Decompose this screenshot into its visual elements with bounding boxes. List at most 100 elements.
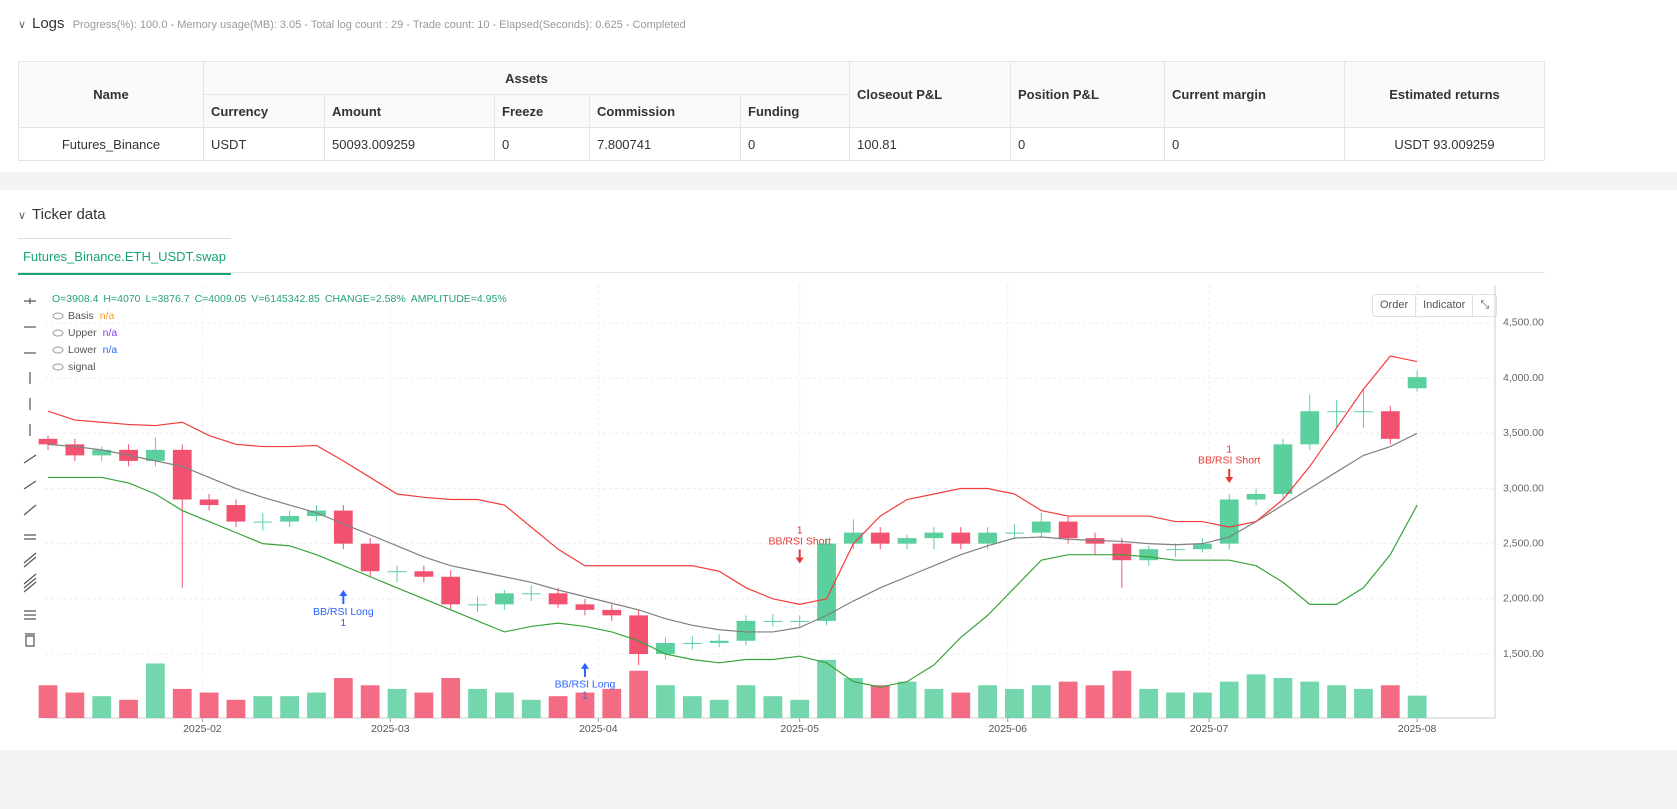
chart: 1,500.00 2,000.00 2,500.00 3,000.00 3,500.00… <box>23 285 1544 735</box>
legend-item[interactable]: Upper n/a <box>52 327 117 339</box>
ohlc-header: O=3908.4 H=4070 L=3876.7 C=4009.05 V=6145342… <box>52 293 507 305</box>
y-tick-label: 4,500.00 <box>1503 317 1544 329</box>
symbol-tab[interactable]: Futures_Binance.ETH_USDT.swap <box>18 238 231 275</box>
signal-label: BB/RSI Long <box>555 679 616 691</box>
x-tick-label: 2025-07 <box>1190 723 1229 735</box>
candle-body <box>1219 499 1239 544</box>
volume-bar <box>629 670 649 718</box>
x-tick-label: 2025-08 <box>1398 723 1437 735</box>
volume-bar <box>575 692 595 718</box>
legend-text: signal <box>68 361 95 373</box>
volume-bar <box>333 678 353 718</box>
signal-count: 1 <box>340 617 346 629</box>
legend-name: signal <box>68 361 95 373</box>
candle-body <box>1273 444 1293 494</box>
volume-bar <box>736 685 756 718</box>
candle-body <box>226 505 246 522</box>
ohlc-item: V=6145342.85 <box>251 293 320 305</box>
volume-bar <box>870 685 890 718</box>
drawing-toolbar[interactable] <box>23 298 37 647</box>
volume-bar <box>253 696 273 718</box>
band-line <box>47 355 1418 605</box>
band-line <box>48 476 1418 688</box>
volume-bar <box>978 685 998 718</box>
volume-bar <box>1085 685 1105 718</box>
col-header: Currency <box>203 94 325 128</box>
fullscreen-button[interactable]: ⤡ <box>1480 299 1490 311</box>
volume-bar <box>1139 688 1159 718</box>
signal-count: 1 <box>1226 444 1232 456</box>
volume-bar <box>307 692 326 718</box>
candle-body <box>629 615 649 654</box>
volume-bar <box>360 685 380 718</box>
legend-item[interactable]: Basis n/a <box>52 310 114 322</box>
volume-bar <box>1166 692 1185 718</box>
volume-bar <box>65 692 85 718</box>
logs-header[interactable]: ∨ Logs Progress(%): 100.0 - Memory usage(… <box>18 15 686 32</box>
ticker-header[interactable]: ∨ Ticker data <box>18 206 106 223</box>
volume-bar <box>817 659 836 718</box>
signal-label: BB/RSI Short <box>768 535 831 547</box>
volume-bar <box>1354 688 1373 718</box>
y-tick-label: 1,500.00 <box>1503 648 1544 660</box>
candle-body <box>575 604 595 610</box>
volume-bar <box>1058 681 1078 718</box>
signal-label: BB/RSI Long <box>313 606 374 618</box>
logs-summary: Progress(%): 100.0 - Memory usage(MB): 3… <box>72 19 686 31</box>
candle-body <box>736 620 756 641</box>
candle-body <box>414 571 434 577</box>
ohlc-item: O=3908.4 <box>52 293 99 305</box>
candle-body <box>360 543 380 572</box>
candle-body <box>1380 411 1400 439</box>
col-header: Name <box>18 61 204 128</box>
volume-bar <box>924 688 944 718</box>
legend-eye <box>52 346 64 354</box>
legend-item[interactable]: Lower n/a <box>52 344 117 356</box>
y-tick-label: 4,000.00 <box>1503 372 1544 384</box>
cell: 7.800741 <box>589 127 741 161</box>
candle-body <box>1112 543 1132 561</box>
candle-body <box>763 620 783 622</box>
logs-panel: ∨ Logs Progress(%): 100.0 - Memory usage(… <box>0 0 1677 172</box>
volume-bar <box>709 699 729 718</box>
candle-body <box>333 510 353 544</box>
candle-body <box>709 640 729 643</box>
candle-body <box>495 593 514 605</box>
volume-bar <box>1031 685 1051 718</box>
candle-body <box>146 449 165 461</box>
order-button[interactable]: Order <box>1373 295 1417 316</box>
volume-bar <box>897 681 917 718</box>
volume-bar <box>280 696 300 718</box>
indicator-button[interactable]: Indicator <box>1416 295 1474 316</box>
volume-bar <box>1327 685 1347 718</box>
col-header: Current margin <box>1164 61 1345 128</box>
legend-item[interactable]: signal <box>52 361 95 373</box>
volume-bar <box>602 688 622 718</box>
logs-title: Logs <box>32 15 65 32</box>
signal-arrow <box>339 589 348 604</box>
y-tick-label: 2,000.00 <box>1503 593 1544 605</box>
x-tick-label: 2025-04 <box>579 723 618 735</box>
signal-arrow <box>795 549 804 564</box>
volume-bar <box>656 685 675 718</box>
cell: Futures_Binance <box>18 127 204 161</box>
volume-bar <box>199 692 219 718</box>
legend-name: Basis <box>68 310 94 322</box>
col-header: Freeze <box>494 94 590 128</box>
candle-body <box>817 543 836 621</box>
candle-body <box>924 532 944 539</box>
volume-bar <box>226 699 246 718</box>
candle-body <box>870 532 890 544</box>
legend-text: Upper n/a <box>68 327 117 339</box>
volume-bar <box>414 692 434 718</box>
candle-body <box>1005 532 1024 534</box>
volume-bar <box>682 696 702 718</box>
col-header: Funding <box>740 94 850 128</box>
signal-arrow <box>580 662 589 677</box>
candle-body <box>843 532 863 544</box>
volume-bar <box>548 696 568 718</box>
y-tick-label: 3,500.00 <box>1503 427 1544 439</box>
cell: 100.81 <box>849 127 1011 161</box>
